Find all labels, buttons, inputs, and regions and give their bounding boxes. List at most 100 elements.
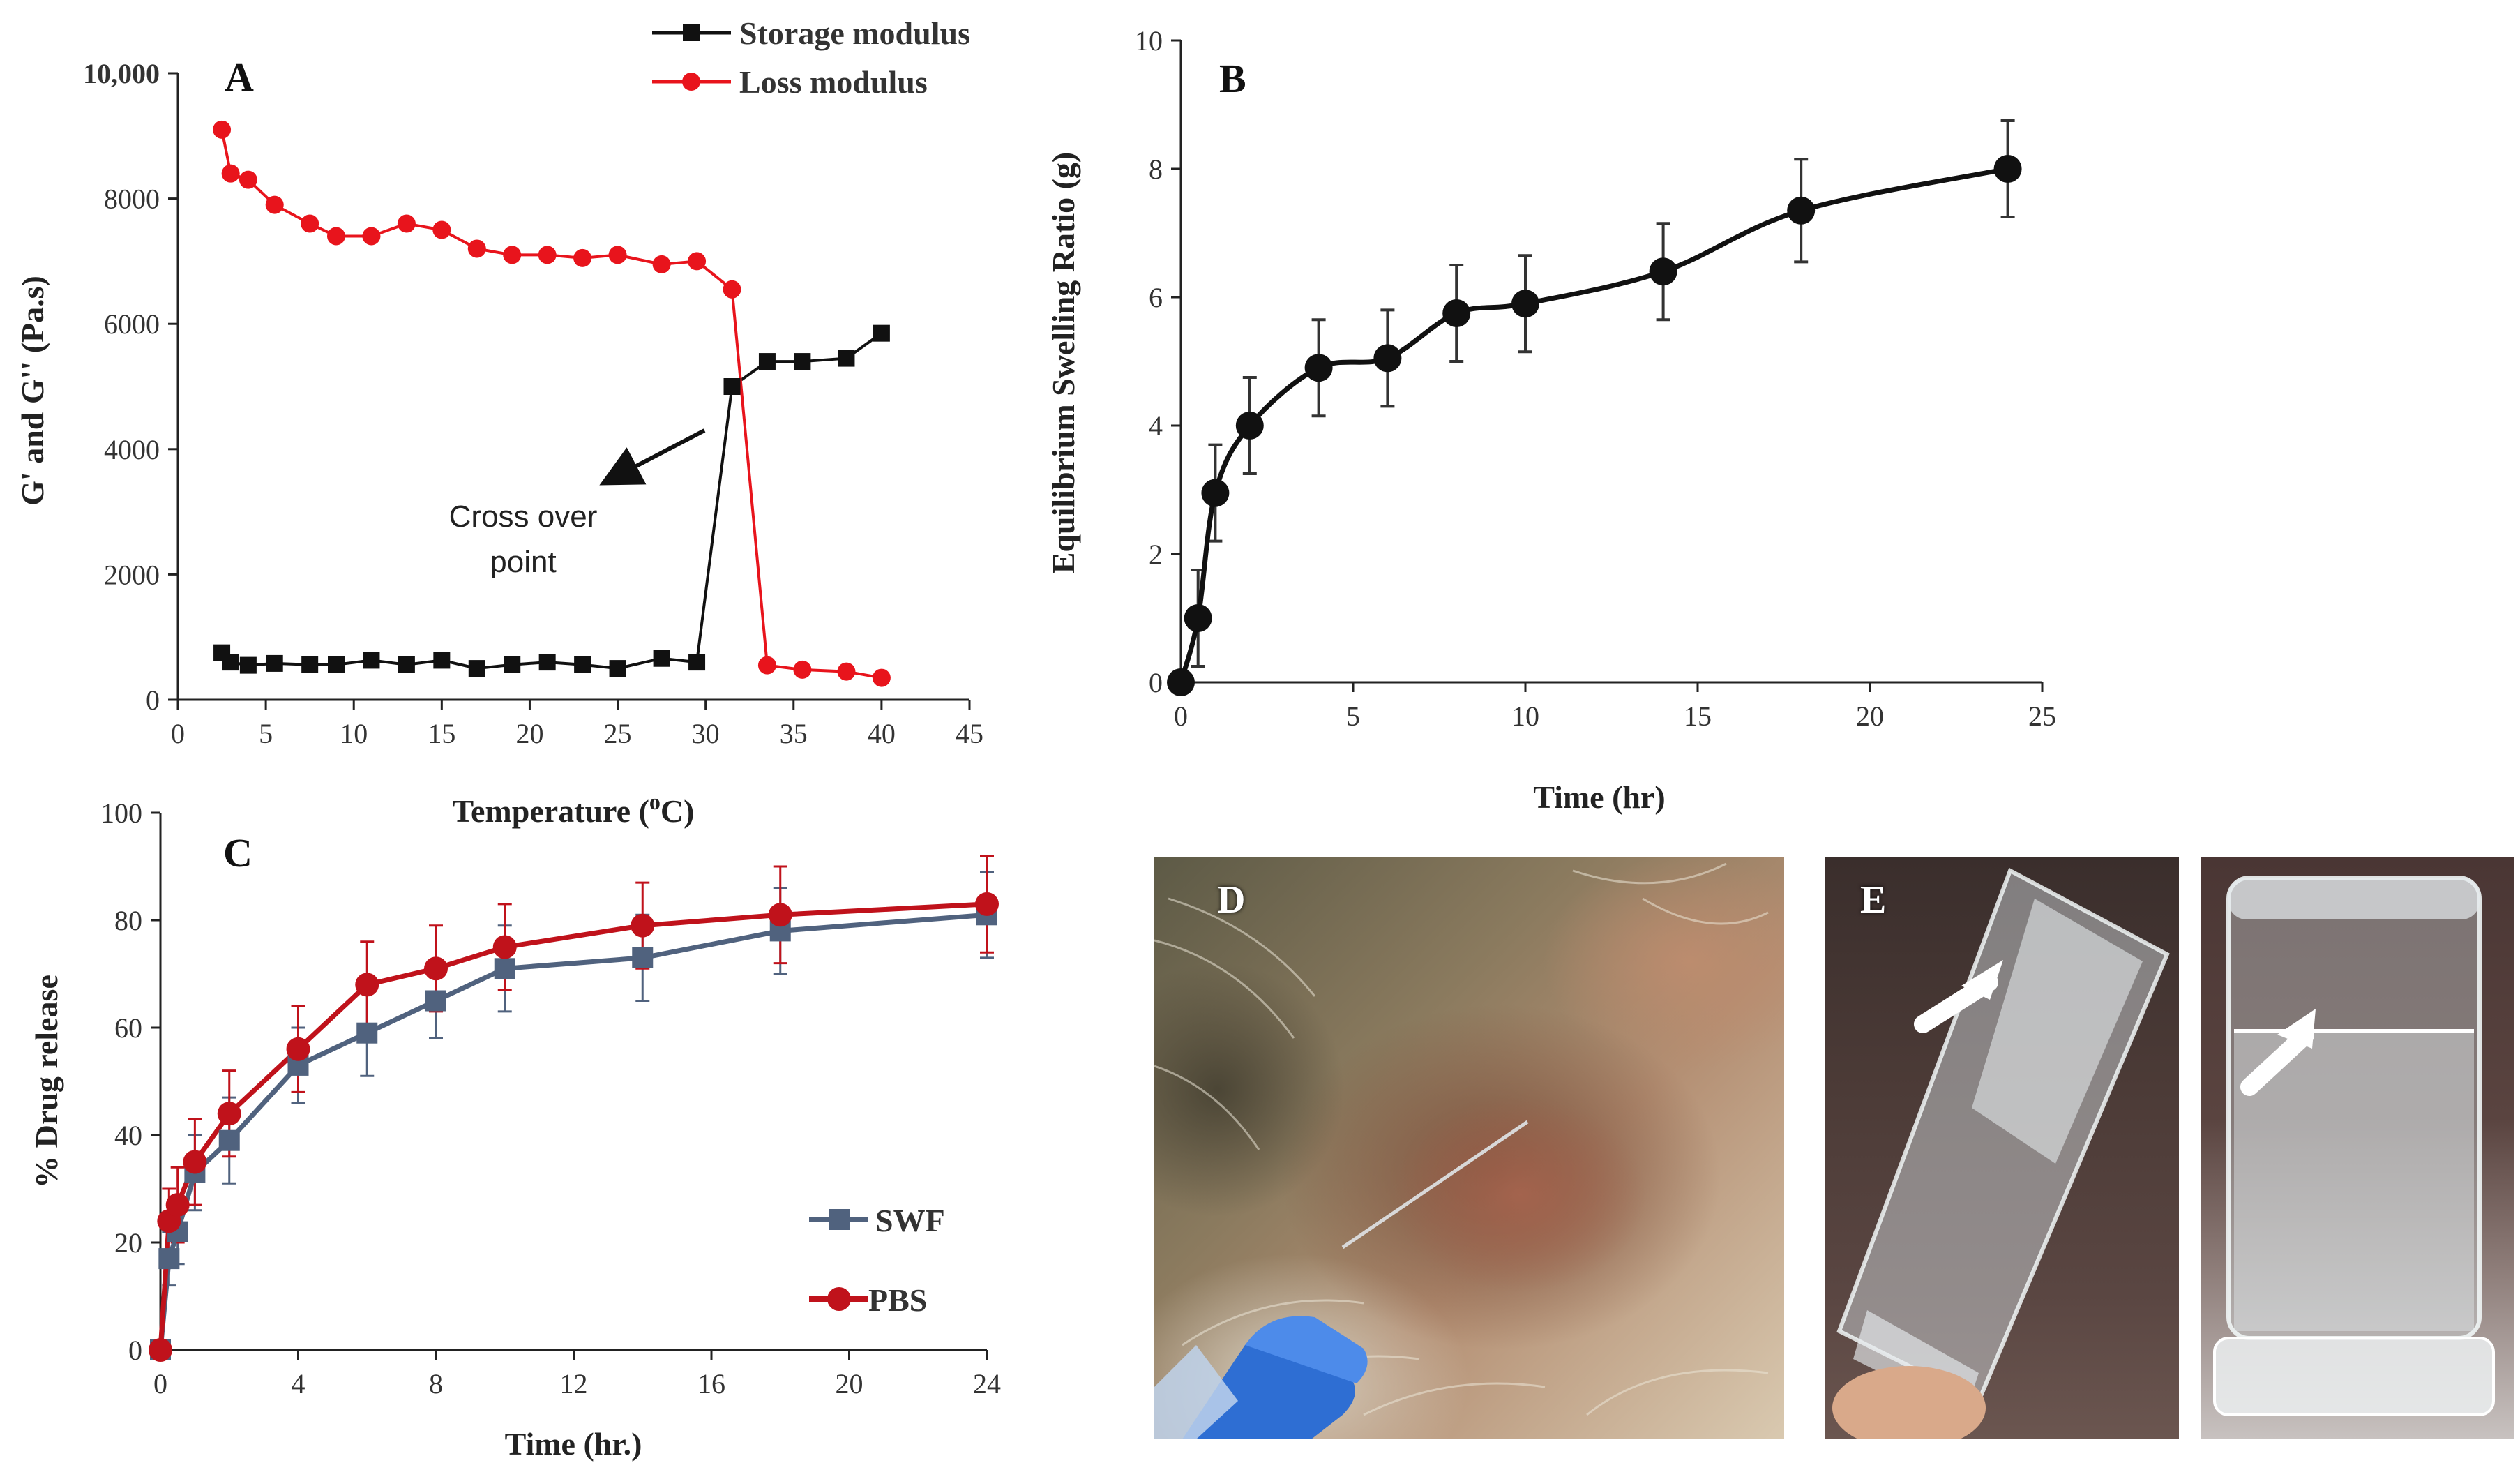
y-tick-label: 2000 <box>104 559 160 590</box>
x-axis-ticks-a: 0 5 10 15 20 25 30 35 40 45 <box>171 700 983 749</box>
x-tick-label: 35 <box>780 718 808 749</box>
data-point <box>688 654 706 671</box>
data-point <box>362 227 381 246</box>
y-tick-label: 10,000 <box>83 58 160 89</box>
data-point <box>149 1338 172 1362</box>
panel-label-d: D <box>1217 878 1246 922</box>
data-point <box>1442 299 1471 327</box>
data-point <box>688 252 707 271</box>
legend-label-loss: Loss modulus <box>739 64 928 100</box>
legend-marker-loss <box>682 73 700 91</box>
data-point <box>1993 155 2022 183</box>
y-tick-label: 0 <box>128 1335 142 1366</box>
data-point <box>301 214 319 233</box>
photo-d-injection: D <box>1154 857 1784 1439</box>
y-tick-label: 10 <box>1135 25 1163 57</box>
data-point <box>1787 196 1816 225</box>
series-line-swelling <box>1178 166 2009 683</box>
y-tick-label: 6000 <box>104 308 160 340</box>
y-tick-label: 8 <box>1149 153 1163 185</box>
panel-label-e: E <box>1860 878 1887 922</box>
x-tick-label: 45 <box>956 718 983 749</box>
panel-label-c: C <box>223 830 252 876</box>
chart-b: B 0 5 10 15 20 25 0 2 4 6 8 10 Time (hr) Equilibri… <box>1046 25 2056 815</box>
series-line-swf <box>158 912 988 1351</box>
y-tick-label: 4000 <box>104 434 160 465</box>
y-axis-ticks-c: 0 20 40 60 80 100 <box>100 797 160 1366</box>
data-point <box>239 170 257 189</box>
data-point <box>433 652 451 669</box>
data-point <box>265 195 284 214</box>
data-point <box>327 227 345 246</box>
data-point <box>1201 479 1230 507</box>
data-point <box>183 1150 207 1174</box>
y-tick-label: 6 <box>1149 282 1163 313</box>
vial <box>1832 867 2170 1439</box>
y-tick-label: 20 <box>114 1227 142 1259</box>
x-tick-label: 25 <box>604 718 632 749</box>
data-point <box>266 654 283 672</box>
data-point <box>165 1193 190 1217</box>
x-tick-label: 15 <box>428 718 455 749</box>
data-point <box>723 280 741 299</box>
x-tick-label: 25 <box>2028 700 2056 732</box>
x-axis-label-c: Time (hr.) <box>505 1426 642 1462</box>
data-point <box>286 1037 310 1061</box>
data-point <box>301 656 319 673</box>
data-point <box>328 656 345 673</box>
data-point <box>652 255 671 273</box>
error-bars-c <box>153 855 994 1351</box>
x-axis-label-a: Temperature (oC) <box>453 789 695 829</box>
x-tick-label: 16 <box>697 1368 725 1399</box>
data-point <box>432 220 451 239</box>
crossover-label-line2: point <box>490 545 556 579</box>
legend-label-storage: Storage modulus <box>739 15 970 51</box>
y-tick-label: 60 <box>114 1012 142 1044</box>
series-lines-c <box>158 901 988 1351</box>
photo-e-upright-vial <box>2201 857 2514 1439</box>
chart-c: C 0 4 8 12 16 20 24 0 20 40 60 80 100 Time (hr.) % … <box>29 797 1001 1462</box>
y-tick-label: 2 <box>1149 539 1163 570</box>
series-markers-a <box>213 120 891 687</box>
data-point <box>608 246 627 264</box>
x-tick-label: 15 <box>1684 700 1712 732</box>
x-tick-label: 0 <box>1174 700 1188 732</box>
x-tick-label: 12 <box>560 1368 588 1399</box>
data-point <box>355 973 379 997</box>
x-tick-label: 5 <box>259 718 273 749</box>
data-point <box>398 656 415 673</box>
legend-c: SWF PBS <box>809 1203 945 1318</box>
data-point <box>872 668 891 687</box>
data-point <box>1511 290 1539 318</box>
y-tick-label: 0 <box>146 684 160 716</box>
crossover-label-line1: Cross over <box>449 500 598 534</box>
series-lines-b <box>1178 166 2009 683</box>
fur-strands <box>1154 862 1769 1416</box>
error-bars-b <box>1174 119 2015 684</box>
y-axis-label-a: G' and G'' (Pa.s) <box>15 276 50 506</box>
y-tick-label: 0 <box>1149 667 1163 698</box>
data-point <box>1184 604 1212 632</box>
data-point <box>217 1102 241 1126</box>
x-tick-label: 8 <box>429 1368 443 1399</box>
data-point <box>653 650 670 667</box>
x-tick-label: 20 <box>836 1368 863 1399</box>
syringe <box>1154 1120 1529 1439</box>
data-point <box>768 903 792 927</box>
y-tick-label: 40 <box>114 1120 142 1151</box>
legend-label-pbs: PBS <box>868 1282 927 1318</box>
data-point <box>492 935 517 959</box>
crossover-arrow <box>599 428 706 486</box>
data-point <box>363 652 380 669</box>
data-point <box>574 656 591 673</box>
series-line-pbs <box>158 901 988 1351</box>
legend-a: Storage modulus Loss modulus <box>652 15 970 100</box>
x-tick-label: 10 <box>1511 700 1539 732</box>
x-tick-label: 20 <box>515 718 543 749</box>
legend-marker-pbs <box>827 1287 851 1311</box>
data-point <box>632 947 654 968</box>
y-tick-label: 4 <box>1149 410 1163 442</box>
vial-upright <box>2213 876 2495 1416</box>
data-point <box>424 956 448 981</box>
